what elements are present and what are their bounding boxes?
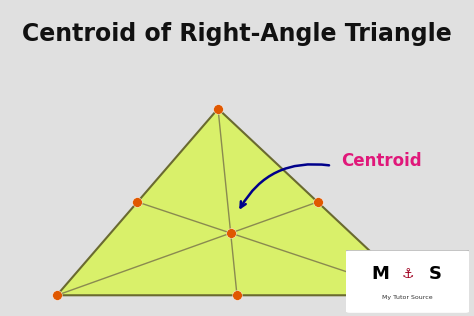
Polygon shape (57, 109, 417, 295)
Text: M: M (372, 265, 390, 283)
FancyBboxPatch shape (342, 250, 473, 313)
Text: Centroid: Centroid (341, 152, 422, 169)
Text: Centroid of Right-Angle Triangle: Centroid of Right-Angle Triangle (22, 22, 452, 46)
Text: S: S (428, 265, 441, 283)
Text: ⚓: ⚓ (401, 267, 414, 281)
Text: My Tutor Source: My Tutor Source (383, 295, 433, 300)
